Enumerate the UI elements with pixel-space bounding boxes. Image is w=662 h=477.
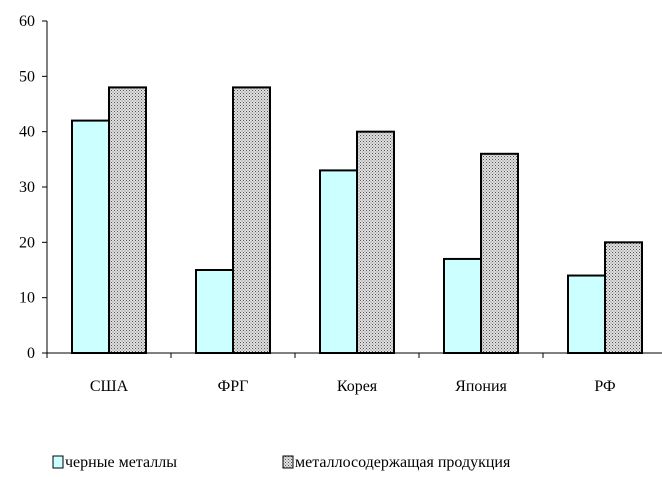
x-tick-label: ФРГ [218,378,249,395]
bar-series-2 [356,130,395,354]
bar-series-2 [108,86,147,355]
bar-series-2 [232,86,271,355]
y-ticks: 0 10 20 30 40 50 60 [19,13,47,362]
bar-series-1 [567,274,606,354]
x-tick-label: США [90,378,129,395]
legend-swatch-series-1 [52,455,64,469]
y-tick-label: 0 [27,345,35,362]
bar-series-2 [480,152,519,354]
bars [71,86,643,355]
bar-series-2 [604,241,643,354]
x-tick-label: Корея [337,378,378,395]
legend-swatch-series-2 [282,455,294,469]
y-tick-label: 60 [19,13,35,30]
bar-series-1 [443,257,482,354]
y-tick-label: 50 [19,68,35,85]
y-tick-label: 40 [19,124,35,141]
y-tick-label: 30 [19,179,35,196]
y-tick-label: 10 [19,290,35,307]
x-ticks: США ФРГ Корея Япония РФ [46,353,616,395]
bar-series-1 [319,169,358,354]
bar-series-1 [195,269,234,354]
y-tick-label: 20 [19,234,35,251]
legend-label-series-2: металлосодержащая продукция [295,454,511,471]
legend-label-series-1: черные металлы [65,454,177,471]
x-tick-label: РФ [594,378,615,395]
legend: черные металлы металлосодержащая продукц… [52,454,511,471]
x-tick-label: Япония [455,378,507,395]
bar-series-1 [71,119,110,354]
